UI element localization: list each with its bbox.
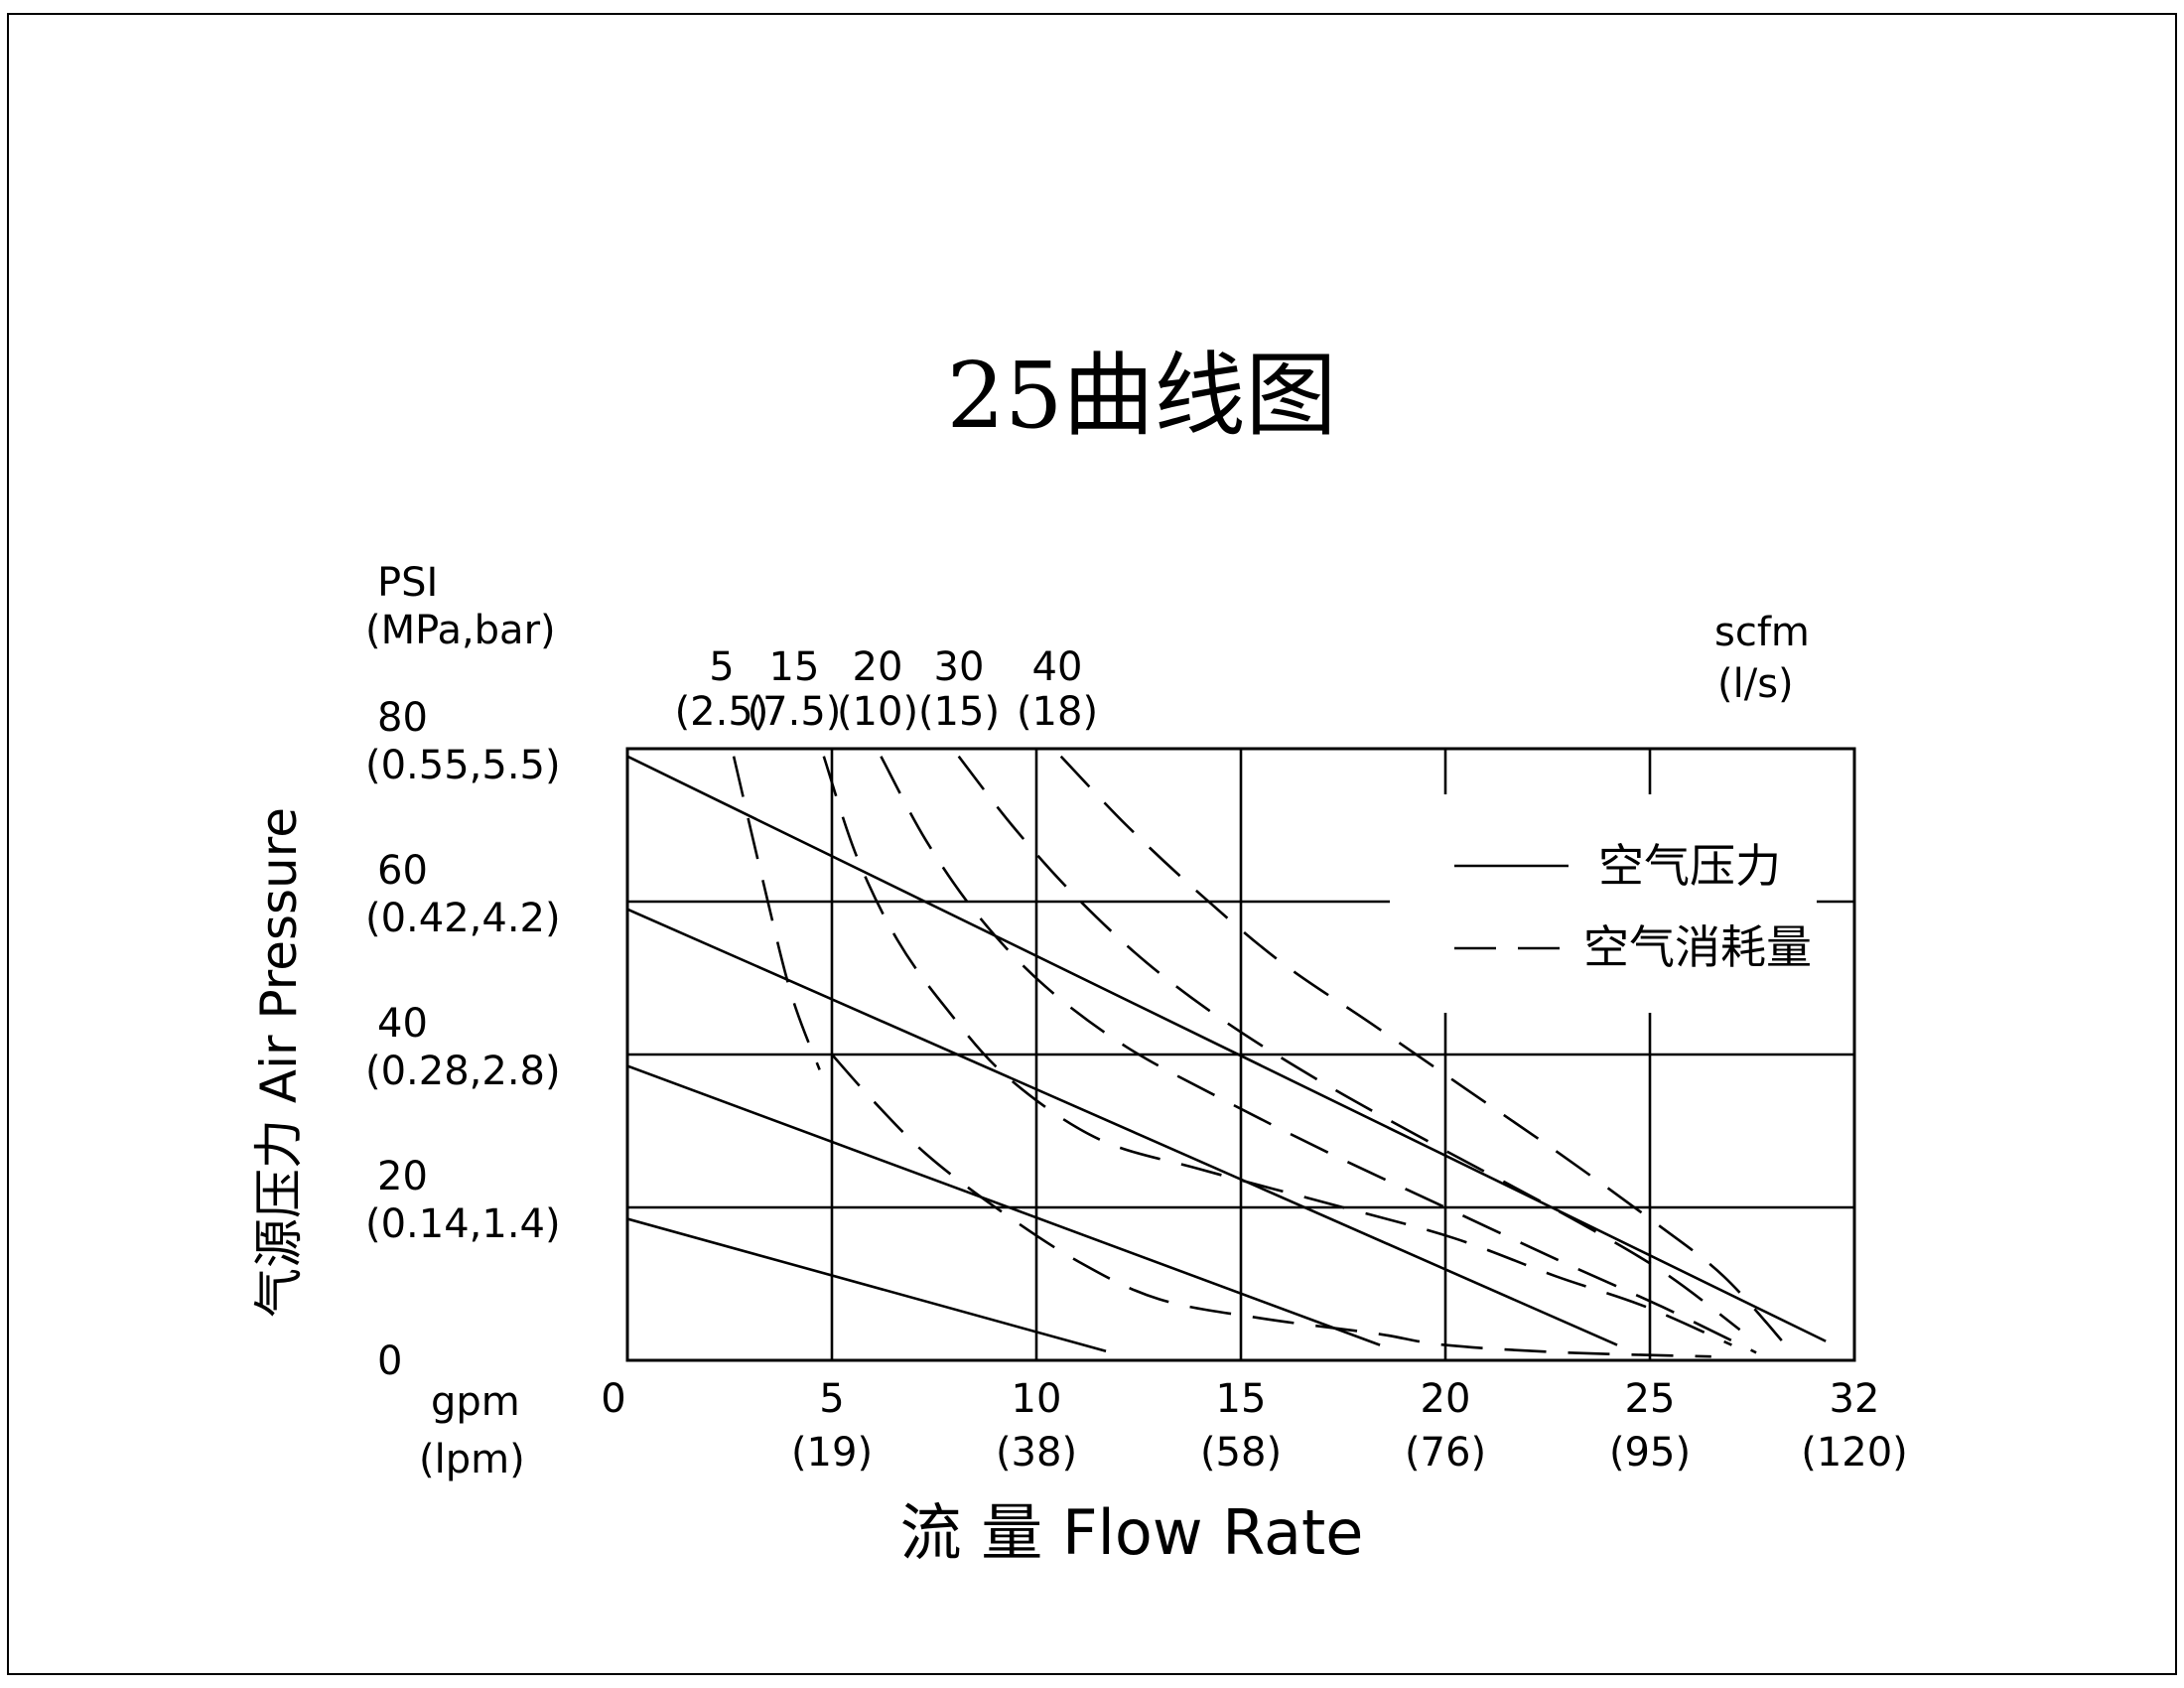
legend: 空气压力 空气消耗量 xyxy=(1454,839,1812,974)
x-tick-label-3: 15 xyxy=(1216,1376,1267,1422)
y-tick-label-2: 40 xyxy=(377,1001,428,1047)
air-pressure-line-80psi xyxy=(626,755,1827,1342)
y-tick-label-0: 0 xyxy=(377,1338,402,1384)
y-tick-sublabel-3: (0.42,4.2) xyxy=(365,896,561,941)
air-consumption-sublabel-2: (10) xyxy=(837,689,918,735)
y-unit-secondary: (MPa,bar) xyxy=(365,608,556,653)
x-axis-title: 流 量 Flow Rate xyxy=(900,1496,1364,1569)
x-tick-sublabel-2: (38) xyxy=(996,1430,1077,1476)
air-consumption-label-4: 40 xyxy=(1032,644,1083,690)
page-border xyxy=(7,13,2177,1675)
air-consumption-sublabel-4: (18) xyxy=(1017,689,1098,735)
x-tick-sublabel-5: (95) xyxy=(1609,1430,1691,1476)
air-consumption-curve-3 xyxy=(957,755,1741,1332)
grid xyxy=(625,747,1856,1362)
x-tick-sublabel-4: (76) xyxy=(1405,1430,1486,1476)
series xyxy=(626,755,1827,1358)
air-consumption-curve-2 xyxy=(880,756,1757,1354)
air-pressure-line-20psi xyxy=(626,1217,1107,1353)
legend-air-consumption: 空气消耗量 xyxy=(1583,920,1812,974)
y-tick-sublabel-2: (0.28,2.8) xyxy=(365,1049,561,1094)
air-consumption-unit-primary: scfm xyxy=(1714,610,1810,655)
axes: 020(0.14,1.4)40(0.28,2.8)60(0.42,4.2)80(… xyxy=(365,644,1908,1476)
y-unit-primary: PSI xyxy=(377,560,438,606)
legend-background xyxy=(1390,794,1817,1013)
air-consumption-curve-4 xyxy=(1059,755,1791,1350)
y-axis-title: 气源压力 Air Pressure xyxy=(250,807,308,1318)
chart-title: 25曲线图 xyxy=(946,343,1336,449)
air-consumption-curve-0 xyxy=(732,756,821,1070)
air-consumption-unit-secondary: (l/s) xyxy=(1717,661,1794,707)
x-tick-label-5: 25 xyxy=(1625,1376,1676,1422)
air-consumption-label-2: 20 xyxy=(853,644,903,690)
legend-air-pressure: 空气压力 xyxy=(1598,839,1781,893)
air-consumption-sublabel-1: (7.5) xyxy=(748,689,842,735)
air-consumption-curve-5 xyxy=(831,1054,1711,1358)
y-tick-label-3: 60 xyxy=(377,848,428,894)
x-tick-label-2: 10 xyxy=(1012,1376,1062,1422)
y-tick-sublabel-1: (0.14,1.4) xyxy=(365,1201,561,1247)
x-tick-label-0: 0 xyxy=(601,1376,625,1422)
air-consumption-sublabel-0: (2.5) xyxy=(675,689,769,735)
air-consumption-label-3: 30 xyxy=(934,644,985,690)
air-pressure-line-60psi xyxy=(626,908,1618,1346)
x-tick-label-6: 32 xyxy=(1830,1376,1880,1422)
y-tick-label-1: 20 xyxy=(377,1154,428,1199)
x-unit-primary: gpm xyxy=(431,1379,520,1425)
x-tick-sublabel-1: (19) xyxy=(791,1430,873,1476)
x-unit-secondary: (lpm) xyxy=(419,1437,525,1482)
x-tick-label-1: 5 xyxy=(819,1376,844,1422)
air-pressure-line-40psi xyxy=(626,1064,1381,1346)
y-tick-label-4: 80 xyxy=(377,695,428,741)
x-tick-sublabel-3: (58) xyxy=(1200,1430,1282,1476)
air-consumption-curve-1 xyxy=(822,756,1732,1346)
air-consumption-label-1: 15 xyxy=(769,644,820,690)
x-tick-label-4: 20 xyxy=(1421,1376,1471,1422)
y-tick-sublabel-4: (0.55,5.5) xyxy=(365,743,561,788)
air-consumption-label-0: 5 xyxy=(709,644,734,690)
x-tick-sublabel-6: (120) xyxy=(1801,1430,1908,1476)
air-consumption-sublabel-3: (15) xyxy=(918,689,1000,735)
